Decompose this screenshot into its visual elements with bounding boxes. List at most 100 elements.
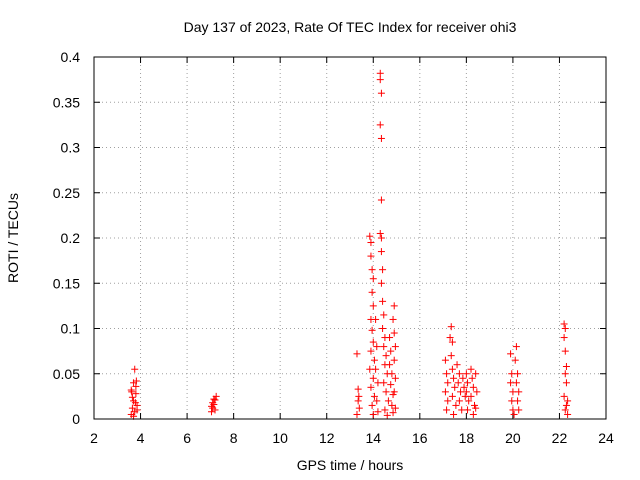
- data-point: [472, 404, 480, 412]
- data-points: [127, 69, 572, 420]
- x-tick-label: 20: [505, 430, 521, 446]
- data-point: [561, 347, 569, 355]
- data-point: [514, 370, 522, 378]
- data-point: [467, 392, 475, 400]
- data-point: [367, 347, 375, 355]
- data-point: [377, 279, 385, 287]
- x-tick-label: 18: [459, 430, 475, 446]
- data-point: [507, 350, 515, 358]
- data-point: [447, 352, 455, 360]
- data-point: [376, 229, 384, 237]
- data-point: [132, 390, 140, 398]
- data-point: [369, 302, 377, 310]
- data-point: [462, 388, 470, 396]
- x-tick-label: 22: [552, 430, 568, 446]
- data-point: [387, 381, 395, 389]
- data-point: [561, 370, 569, 378]
- data-point: [370, 392, 378, 400]
- data-point: [368, 401, 376, 409]
- data-point: [379, 297, 387, 305]
- y-axis-label: ROTI / TECUs: [5, 193, 21, 283]
- data-point: [355, 404, 363, 412]
- data-point: [380, 379, 388, 387]
- data-point: [368, 326, 376, 334]
- data-point: [382, 352, 390, 360]
- data-point: [564, 397, 572, 405]
- data-point: [211, 406, 219, 414]
- data-point: [469, 410, 477, 418]
- y-tick-label: 0.15: [53, 275, 80, 291]
- data-point: [465, 397, 473, 405]
- data-point: [208, 402, 216, 410]
- data-point: [441, 356, 449, 364]
- data-point: [443, 406, 451, 414]
- data-point: [450, 410, 458, 418]
- data-point: [388, 370, 396, 378]
- data-point: [444, 397, 452, 405]
- data-point: [377, 196, 385, 204]
- data-point: [454, 379, 462, 387]
- data-point: [128, 393, 136, 401]
- y-tick-label: 0.3: [61, 140, 81, 156]
- data-point: [562, 401, 570, 409]
- data-point: [511, 356, 519, 364]
- data-point: [510, 410, 518, 418]
- data-point: [376, 121, 384, 129]
- data-point: [391, 404, 399, 412]
- x-tick-label: 14: [365, 430, 381, 446]
- data-point: [390, 329, 398, 337]
- data-point: [381, 406, 389, 414]
- data-point: [560, 392, 568, 400]
- data-point: [391, 374, 399, 382]
- tick-labels: 2 4 6 8 10 12 14 16 18 20 22 2400.050.10.150.20.250…: [53, 49, 614, 446]
- data-point: [370, 356, 378, 364]
- x-tick-label: 6: [183, 430, 191, 446]
- data-point: [455, 370, 463, 378]
- data-point: [560, 334, 568, 342]
- data-point: [561, 325, 569, 332]
- data-point: [512, 379, 520, 387]
- x-tick-label: 4: [137, 430, 145, 446]
- data-point: [514, 397, 522, 405]
- data-point: [367, 239, 375, 247]
- data-point: [464, 379, 472, 387]
- data-point: [389, 409, 397, 417]
- data-point: [515, 406, 523, 414]
- data-point: [560, 320, 568, 328]
- y-tick-label: 0.4: [61, 49, 81, 65]
- data-point: [390, 356, 398, 364]
- y-tick-label: 0: [72, 411, 80, 427]
- data-point: [131, 365, 139, 373]
- data-point: [369, 275, 377, 283]
- data-point: [389, 315, 397, 323]
- data-point: [472, 370, 480, 378]
- data-point: [353, 350, 361, 358]
- data-point: [367, 383, 375, 391]
- data-point: [366, 232, 374, 240]
- data-point: [464, 406, 472, 414]
- data-point: [384, 397, 392, 405]
- data-point: [441, 388, 449, 396]
- data-point: [443, 370, 451, 378]
- data-point: [372, 365, 380, 373]
- data-point: [354, 385, 362, 393]
- data-point: [387, 347, 395, 355]
- data-point: [376, 76, 384, 84]
- x-tick-label: 16: [412, 430, 428, 446]
- data-point: [372, 315, 380, 323]
- data-point: [128, 388, 136, 396]
- data-point: [562, 363, 570, 371]
- data-point: [390, 302, 398, 310]
- y-tick-label: 0.1: [61, 321, 81, 337]
- data-point: [355, 392, 363, 400]
- data-point: [374, 408, 382, 416]
- data-point: [453, 361, 461, 369]
- data-point: [562, 379, 570, 387]
- data-point: [452, 401, 460, 409]
- data-point: [451, 383, 459, 391]
- data-point: [462, 370, 470, 378]
- data-point: [369, 374, 377, 382]
- data-point: [380, 311, 388, 319]
- data-point: [380, 343, 388, 351]
